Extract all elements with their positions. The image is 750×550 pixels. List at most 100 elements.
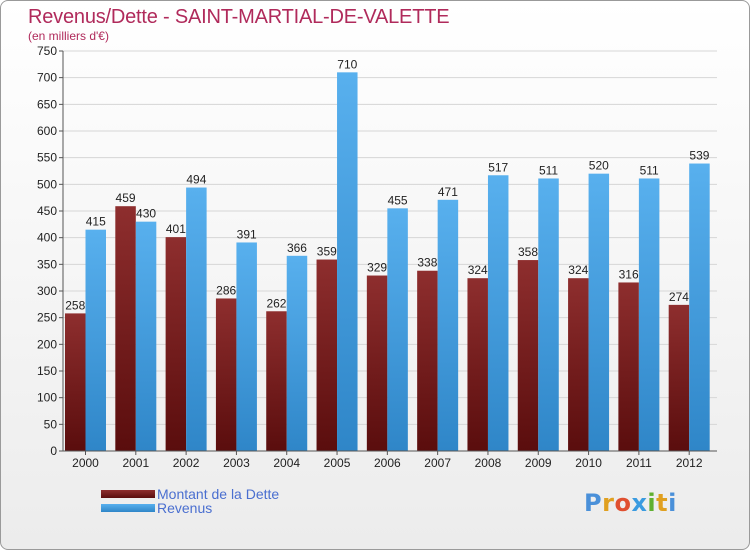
- data-label-revenus: 471: [438, 185, 458, 199]
- data-label-debt: 324: [468, 263, 488, 277]
- data-label-revenus: 511: [640, 163, 659, 177]
- data-label-revenus: 415: [86, 215, 106, 229]
- y-tick-label: 250: [37, 311, 57, 325]
- bars: [65, 72, 710, 452]
- data-label-revenus: 520: [589, 159, 609, 173]
- axes: [62, 51, 717, 452]
- bar-debt: [417, 270, 438, 451]
- y-tick-label: 0: [50, 444, 57, 458]
- data-label-revenus: 455: [388, 193, 408, 207]
- chart-title: Revenus/Dette - SAINT-MARTIAL-DE-VALETTE: [28, 6, 450, 28]
- data-label-debt: 274: [669, 290, 689, 304]
- data-label-debt: 338: [417, 256, 437, 270]
- y-tick-label: 400: [37, 231, 57, 245]
- y-tick-label: 750: [37, 44, 57, 58]
- data-label-debt: 459: [116, 191, 136, 205]
- logo-letter: o: [614, 489, 632, 517]
- data-label-debt: 401: [166, 222, 186, 236]
- legend-label-revenus: Revenus: [157, 500, 213, 516]
- data-label-revenus: 391: [237, 227, 257, 241]
- data-label-debt: 316: [619, 267, 639, 281]
- data-label-revenus: 494: [186, 173, 206, 187]
- logo-letter: i: [668, 489, 677, 517]
- bar-debt: [65, 313, 86, 451]
- y-tick-label: 200: [37, 337, 57, 351]
- y-tick-label: 550: [37, 151, 57, 165]
- data-label-revenus: 430: [136, 207, 156, 221]
- logo-letter: r: [602, 489, 615, 517]
- y-tick-label: 50: [44, 417, 58, 431]
- x-tick-label: 2003: [223, 456, 250, 470]
- data-label-debt: 324: [568, 263, 588, 277]
- bar-revenus: [538, 178, 559, 451]
- x-tick-label: 2007: [424, 456, 451, 470]
- legend-item-revenus: Revenus: [101, 500, 279, 516]
- x-tick-label: 2002: [173, 456, 200, 470]
- data-label-revenus: 539: [689, 149, 709, 163]
- logo-letter: x: [631, 489, 648, 517]
- bar-revenus: [588, 173, 610, 451]
- logo-letter: P: [584, 489, 603, 517]
- logo-letter: i: [647, 489, 657, 517]
- bar-debt: [568, 278, 589, 451]
- y-tick-label: 150: [37, 364, 57, 378]
- data-label-debt: 258: [65, 298, 85, 312]
- y-tick-label: 300: [37, 284, 57, 298]
- y-tick-label: 450: [37, 204, 57, 218]
- bar-revenus: [437, 199, 459, 451]
- x-tick-label: 2004: [273, 456, 300, 470]
- x-tick-label: 2005: [324, 456, 351, 470]
- x-tick-label: 2012: [676, 456, 703, 470]
- x-axis-ticks: 2000 2001 2002 2003 2004 2005 2006 2007 2008 2009…: [72, 451, 703, 470]
- bar-debt: [366, 275, 388, 451]
- y-tick-label: 650: [37, 97, 57, 111]
- x-tick-label: 2008: [475, 456, 502, 470]
- bar-debt: [215, 298, 237, 451]
- x-tick-label: 2000: [72, 456, 99, 470]
- bar-revenus: [186, 187, 207, 452]
- data-label-revenus: 710: [337, 57, 357, 71]
- proxiti-logo: Proxiti: [584, 489, 677, 517]
- legend-item-debt: Montant de la Dette: [101, 486, 280, 502]
- y-tick-label: 350: [37, 257, 57, 271]
- x-tick-label: 2009: [525, 456, 552, 470]
- bar-revenus: [337, 72, 358, 451]
- y-tick-label: 600: [37, 124, 57, 138]
- x-tick-label: 2006: [374, 456, 401, 470]
- x-tick-label: 2001: [122, 456, 149, 470]
- data-label-debt: 262: [266, 296, 286, 310]
- bar-debt: [316, 259, 338, 451]
- bar-debt: [618, 282, 639, 451]
- legend-label-debt: Montant de la Dette: [157, 486, 280, 502]
- logo-letter: t: [656, 489, 669, 517]
- bar-revenus: [387, 208, 408, 451]
- bar-revenus: [689, 163, 710, 452]
- bar-revenus: [236, 242, 257, 451]
- legend: Montant de la Dette Revenus: [101, 486, 280, 516]
- data-label-revenus: 511: [539, 163, 558, 177]
- data-label-revenus: 366: [287, 241, 307, 255]
- bar-revenus: [85, 229, 106, 451]
- bar-debt: [115, 206, 136, 451]
- bar-debt: [467, 278, 488, 451]
- bar-debt: [517, 260, 539, 451]
- data-label-revenus: 517: [488, 160, 508, 174]
- y-axis-ticks: 0 50 100 150 200 250 300 350 400 450 500 550 600 650 7…: [37, 44, 63, 458]
- bar-debt: [266, 311, 287, 451]
- chart-subtitle: (en milliers d'€): [28, 29, 109, 43]
- x-tick-label: 2010: [575, 456, 602, 470]
- x-tick-label: 2011: [626, 456, 652, 470]
- y-tick-label: 500: [37, 177, 57, 191]
- bar-debt: [165, 237, 187, 451]
- data-label-debt: 358: [518, 245, 538, 259]
- data-label-debt: 286: [216, 283, 236, 297]
- y-tick-label: 100: [37, 391, 57, 405]
- legend-swatch-debt: [101, 490, 155, 498]
- bar-revenus: [135, 221, 157, 451]
- bar-debt: [668, 304, 690, 451]
- bar-revenus: [487, 175, 509, 451]
- data-label-debt: 359: [317, 245, 337, 259]
- bar-revenus: [286, 255, 308, 451]
